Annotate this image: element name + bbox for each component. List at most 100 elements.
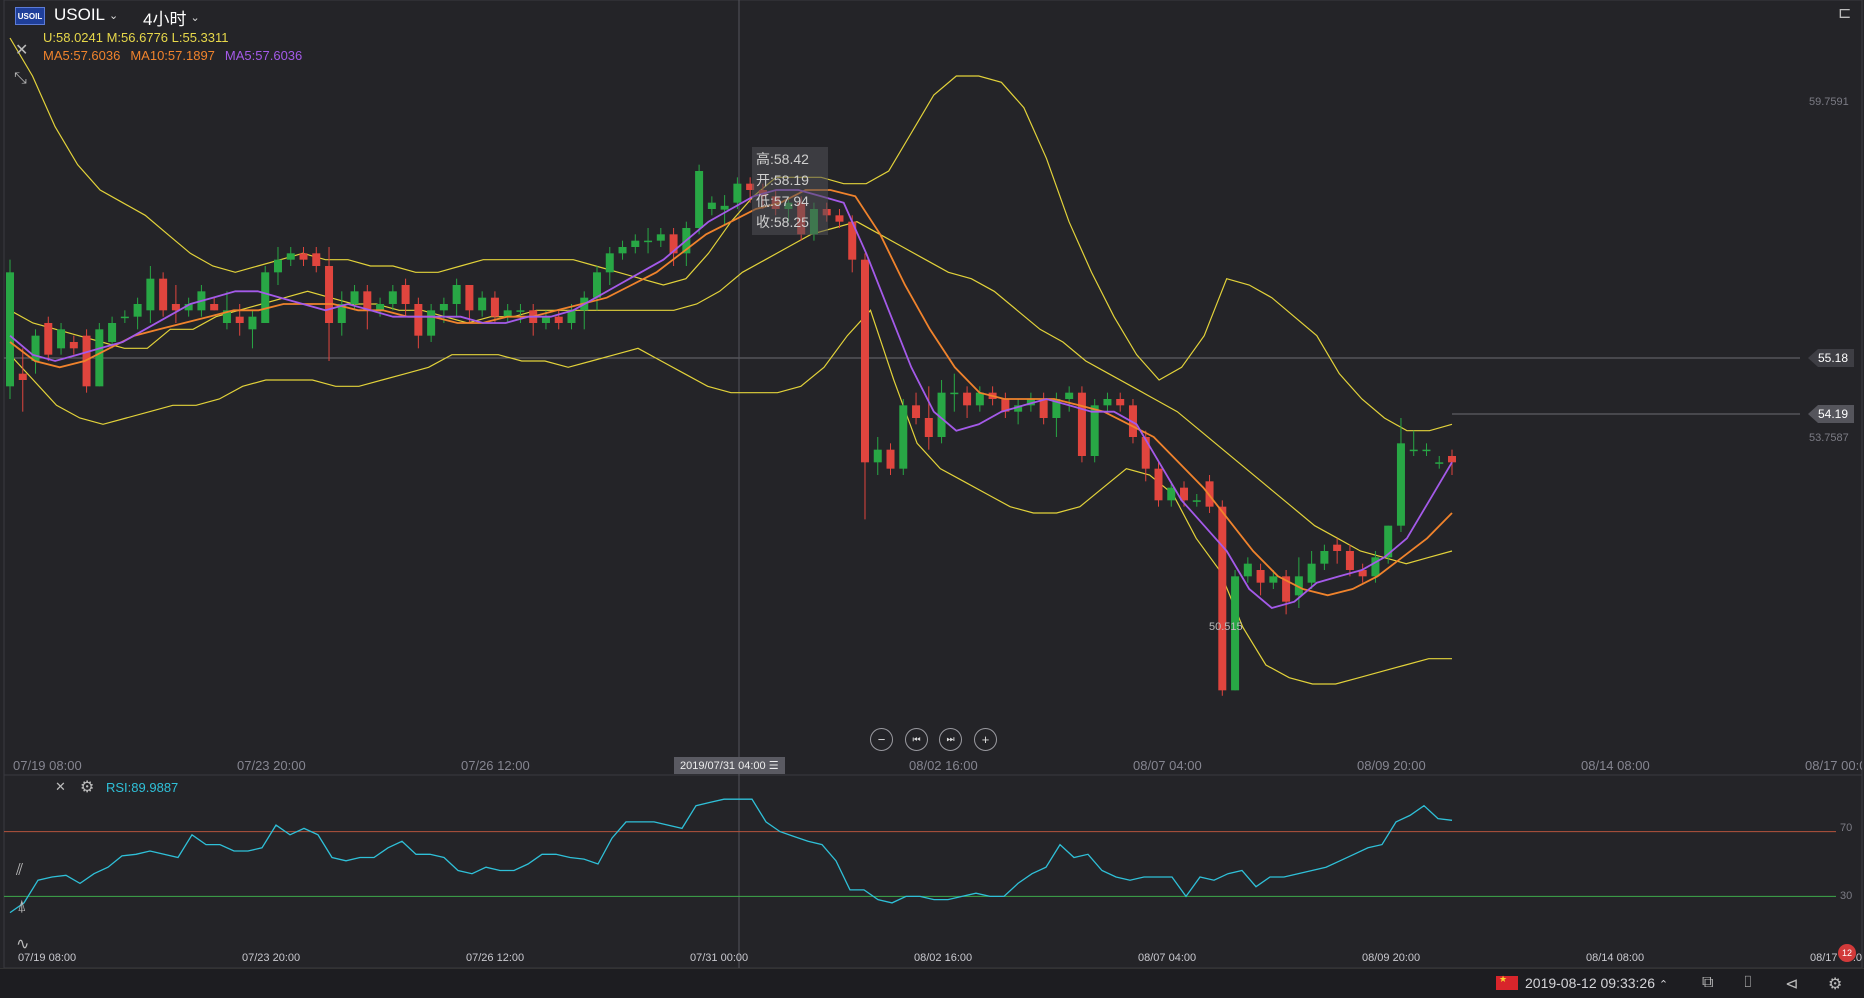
candle-body: [656, 234, 665, 241]
candle-body: [746, 183, 755, 190]
notification-badge[interactable]: 12: [1838, 944, 1856, 962]
symbol-label: USOIL: [54, 5, 106, 24]
flag-icon: [1496, 974, 1518, 990]
step-back-icon: ⏮: [912, 734, 921, 744]
collapse-icon[interactable]: ⤡: [14, 70, 27, 87]
bb-lower-line: [9, 309, 1452, 685]
candle-body: [1409, 449, 1418, 452]
candle-body: [337, 304, 346, 323]
candle-body: [1396, 443, 1405, 526]
rsi-time-label: 07/23 20:00: [242, 952, 301, 964]
window-icon[interactable]: ⧉: [1702, 974, 1714, 991]
candle-body: [695, 171, 704, 228]
rsi-label: RSI:89.9887: [106, 780, 179, 795]
candle-body: [618, 247, 627, 254]
candle-body: [631, 240, 640, 247]
candle-body: [261, 272, 270, 323]
low-marker: 50.515: [1209, 621, 1243, 633]
candle-body: [1167, 487, 1176, 501]
rsi-time-label: 08/14 08:00: [1586, 952, 1645, 964]
zoom-out-icon: −: [877, 732, 886, 747]
candle-body: [1090, 405, 1099, 456]
candle-body: [950, 392, 959, 395]
tooltip-close: 收:58.25: [756, 214, 809, 230]
candle-body: [248, 316, 257, 330]
candle-body: [133, 304, 142, 317]
ma5-alt-value: MA5:57.6036: [224, 48, 303, 63]
candle-body: [490, 297, 499, 317]
candle-body: [1001, 399, 1010, 412]
candle-body: [146, 278, 155, 311]
candle-body: [439, 304, 448, 311]
candle-body: [299, 253, 308, 260]
candle-body: [554, 316, 563, 323]
step-forward-button[interactable]: ⏭: [939, 728, 962, 751]
candle-body: [1014, 405, 1023, 412]
candle-body: [1243, 563, 1252, 577]
candle-body: [1026, 399, 1035, 406]
chevron-up-icon[interactable]: ⌃: [1658, 979, 1669, 991]
settings-icon[interactable]: ⚙: [80, 779, 95, 796]
candle-body: [427, 310, 436, 336]
candle-body: [388, 291, 397, 304]
clock: 2019-08-12 09:33:26 ⌃: [1525, 975, 1668, 991]
zoom-out-button[interactable]: −: [870, 728, 893, 751]
candle-body: [605, 253, 614, 273]
time-axis-label: 08/02 16:00: [909, 758, 978, 773]
close-icon[interactable]: ✕: [15, 42, 29, 59]
sidebar-toggle-icon[interactable]: ⊏: [1838, 5, 1852, 22]
rsi-time-label: 08/09 20:00: [1362, 952, 1421, 964]
candle-body: [1205, 481, 1214, 507]
chevron-down-icon: ⌄: [109, 9, 119, 22]
candle-body: [1180, 487, 1189, 501]
period-selector[interactable]: 4小时 ⌄: [143, 5, 200, 30]
ma5-value: MA5:57.6036: [43, 48, 121, 63]
candle-body: [541, 316, 550, 323]
candle-body: [1231, 576, 1240, 691]
candle-body: [376, 304, 385, 311]
candle-body: [210, 304, 219, 311]
candle-body: [860, 259, 869, 463]
candle-body: [503, 310, 512, 317]
candle-body: [95, 329, 104, 387]
status-bar: [0, 968, 1864, 998]
candle-body: [452, 285, 461, 304]
tooltip-open: 开:58.19: [756, 172, 809, 188]
candle-body: [1320, 551, 1329, 564]
camera-icon[interactable]: ⌷: [1743, 974, 1753, 991]
candle-body: [1052, 399, 1061, 418]
candle-body: [1218, 506, 1227, 691]
zoom-in-button[interactable]: +: [974, 728, 997, 751]
candle-body: [159, 278, 168, 311]
price-chart[interactable]: [0, 0, 1864, 968]
price-axis-label: 53.7587: [1809, 432, 1849, 444]
bb-upper-line: [9, 37, 1453, 432]
candle-body: [6, 272, 14, 387]
candle-body: [1141, 437, 1150, 469]
candle-body: [1371, 557, 1380, 577]
candle-body: [1103, 399, 1112, 406]
candle-body: [184, 304, 193, 311]
price-axis-label: 59.7591: [1809, 96, 1849, 108]
step-back-button[interactable]: ⏮: [905, 728, 928, 751]
candle-body: [975, 392, 984, 406]
pulse-icon[interactable]: ∿: [16, 936, 30, 953]
gear-icon[interactable]: ⚙: [1828, 976, 1843, 993]
drawing-icon[interactable]: ⍋: [17, 898, 27, 915]
symbol-selector[interactable]: USOIL ⌄: [54, 5, 118, 25]
close-indicator-icon[interactable]: ✕: [55, 779, 66, 794]
candle-body: [669, 234, 678, 254]
rsi-time-label: 07/31 00:00: [690, 952, 749, 964]
candle-body: [1256, 570, 1265, 583]
candle-body: [31, 335, 40, 361]
time-axis-label: 08/14 08:00: [1581, 758, 1650, 773]
rsi-time-label: 07/19 08:00: [18, 952, 77, 964]
mute-icon[interactable]: ⊲: [1785, 976, 1799, 993]
candle-body: [924, 418, 933, 437]
rsi-time-label: 08/07 04:00: [1138, 952, 1197, 964]
candle-body: [567, 310, 576, 323]
candle-body: [478, 297, 487, 311]
tooltip-low: 低:57.94: [756, 193, 809, 209]
indicator-icon[interactable]: ⫽: [16, 862, 24, 879]
candle-body: [1345, 551, 1354, 570]
